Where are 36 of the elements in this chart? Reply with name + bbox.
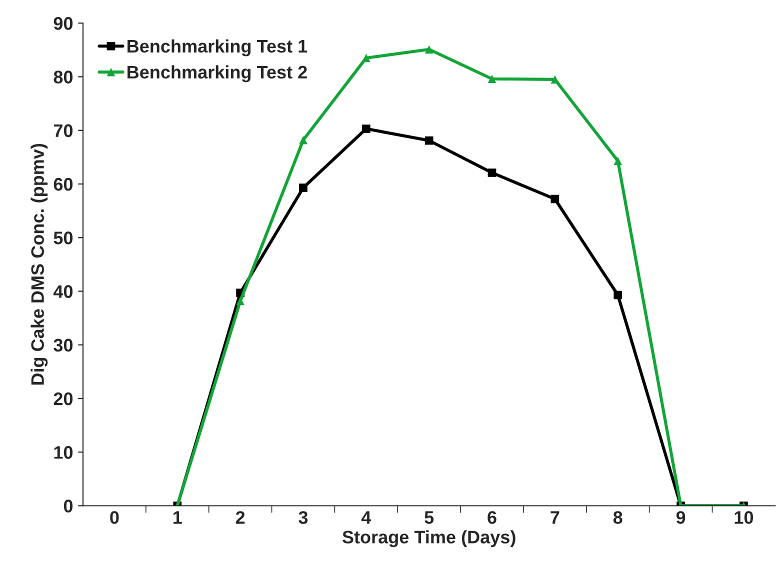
point	[362, 124, 370, 133]
x-tick-label: 9	[676, 511, 686, 524]
y-tick-label: 30	[54, 338, 73, 352]
point	[299, 136, 308, 144]
x-tick-label: 2	[236, 511, 245, 524]
x-tick-label: 4	[361, 511, 372, 524]
point	[488, 74, 496, 84]
point	[488, 168, 496, 177]
y-tick-label: 90	[54, 17, 73, 30]
y-tick-label: 50	[54, 232, 73, 244]
x-tick-label: 10	[734, 511, 754, 524]
y-axis-title: Dig Cake DMS Conc. (ppmv)	[30, 144, 48, 385]
x-tick-label: 8	[613, 511, 622, 524]
legend-label: Benchmarking Test 1	[128, 39, 308, 56]
point	[614, 290, 622, 300]
y-tick-label: 70	[54, 124, 73, 138]
point	[424, 136, 434, 145]
x-axis-title: Storage Time (Days)	[342, 530, 516, 548]
legend-label: Benchmarking Test 2	[128, 65, 307, 82]
point	[236, 296, 244, 306]
y-tick-label: 10	[54, 446, 73, 459]
x-tick-label: 7	[550, 511, 560, 524]
point	[614, 156, 622, 166]
point	[299, 184, 308, 192]
x-tick-label: 6	[488, 511, 496, 524]
x-tick-label: 3	[298, 511, 308, 524]
y-tick-label: 0	[64, 500, 73, 512]
y-tick-label: 20	[54, 392, 73, 406]
x-tick-label: 0	[110, 511, 119, 524]
x-tick-label: 5	[424, 511, 434, 524]
y-tick-label: 80	[54, 70, 73, 84]
y-tick-label: 40	[53, 285, 73, 298]
point	[424, 45, 434, 54]
x-tick-label: 1	[174, 511, 182, 524]
y-tick-label: 60	[54, 178, 73, 191]
point	[550, 194, 560, 204]
